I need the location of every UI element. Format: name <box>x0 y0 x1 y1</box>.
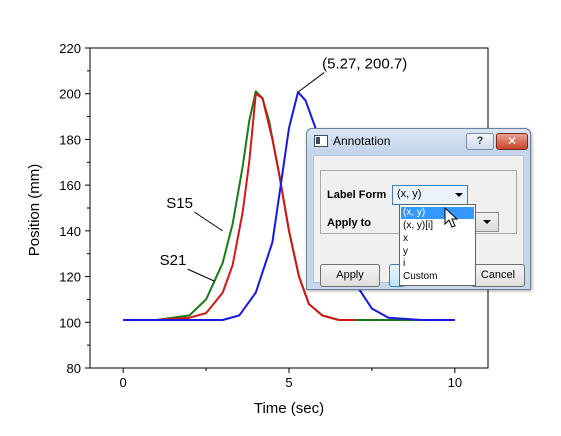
y-axis-title: Position (mm) <box>26 164 43 257</box>
y-tick-label: 100 <box>59 315 81 330</box>
chevron-down-icon <box>483 220 491 224</box>
dropdown-option[interactable]: Custom <box>403 271 438 282</box>
annotation-leader <box>297 72 325 93</box>
annotation-leader <box>187 268 215 282</box>
apply-to-select[interactable] <box>473 212 499 232</box>
label-form-select[interactable]: (x, y) <box>392 185 468 205</box>
dropdown-option[interactable]: x <box>403 233 408 244</box>
dropdown-option[interactable]: (x, y)[i] <box>403 220 433 231</box>
x-tick-label: 10 <box>448 375 462 390</box>
dialog-titlebar[interactable]: Annotation ? ✕ <box>307 129 530 153</box>
annotation-label: (5.27, 200.7) <box>322 56 407 73</box>
label-form-dropdown: (x, y) (x, y)[i] x y i Custom <box>399 204 476 286</box>
y-tick-label: 200 <box>59 87 81 102</box>
series-line-2 <box>123 92 356 321</box>
cancel-button[interactable]: Cancel <box>471 264 525 287</box>
x-axis-title: Time (sec) <box>254 400 324 417</box>
y-tick-label: 140 <box>59 224 81 239</box>
dropdown-option[interactable]: (x, y) <box>401 207 474 219</box>
close-button[interactable]: ✕ <box>496 133 528 150</box>
x-tick-label: 5 <box>285 375 292 390</box>
apply-to-label: Apply to <box>327 217 371 229</box>
y-tick-label: 120 <box>59 270 81 285</box>
label-form-value: (x, y) <box>397 188 422 200</box>
chevron-down-icon <box>455 193 463 197</box>
y-tick-label: 180 <box>59 132 81 147</box>
annotation-leader <box>194 211 223 232</box>
y-tick-label: 80 <box>67 361 81 376</box>
mouse-pointer-icon <box>444 207 459 228</box>
annotation-label: S15 <box>166 195 193 212</box>
help-button[interactable]: ? <box>466 133 494 150</box>
app-icon <box>314 135 328 147</box>
label-form-label: Label Form <box>327 189 387 201</box>
dialog-title: Annotation <box>333 134 391 148</box>
dropdown-option[interactable]: i <box>403 258 406 269</box>
y-tick-label: 160 <box>59 178 81 193</box>
apply-button[interactable]: Apply <box>320 264 380 287</box>
x-tick-label: 0 <box>120 375 127 390</box>
dropdown-option[interactable]: y <box>403 246 408 257</box>
y-tick-label: 220 <box>59 41 81 56</box>
annotation-label: S21 <box>160 252 187 269</box>
